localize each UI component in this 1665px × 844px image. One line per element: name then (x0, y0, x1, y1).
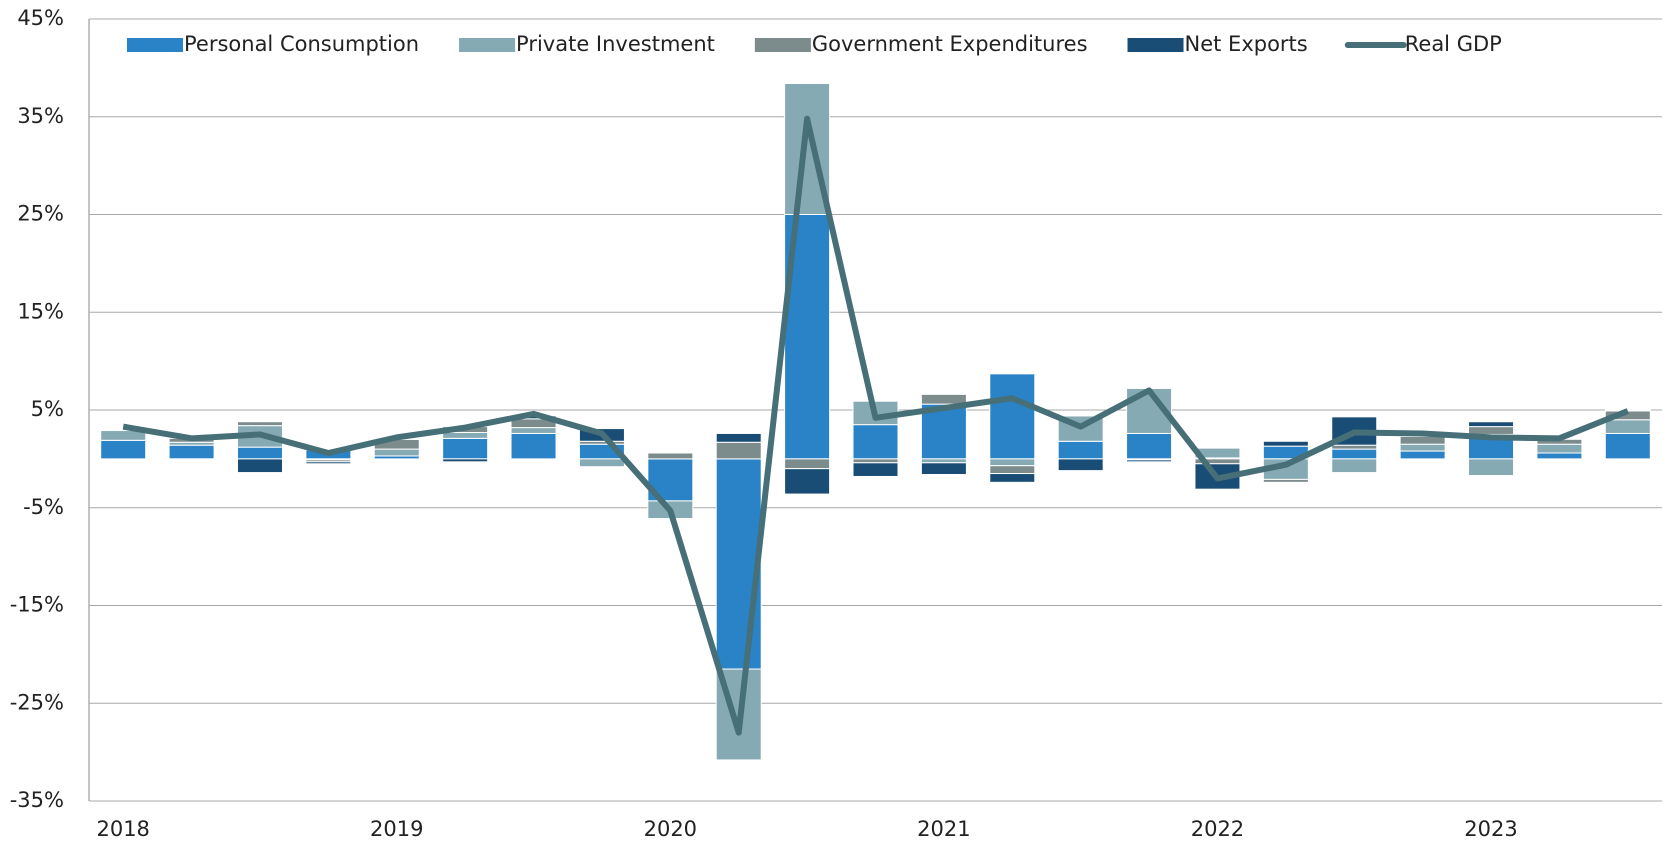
bar (989, 473, 1036, 483)
bar (1604, 409, 1651, 412)
legend-item: Private Investment (459, 32, 715, 56)
bar (920, 458, 967, 464)
bar (715, 458, 762, 670)
y-tick-label: 5% (31, 397, 64, 421)
y-tick-label: -35% (10, 788, 64, 812)
x-tick-label: 2020 (644, 817, 697, 841)
bar (510, 432, 557, 460)
legend-item: Personal Consumption (127, 32, 419, 56)
bar (920, 462, 967, 476)
bar (1536, 452, 1583, 460)
bar (1331, 444, 1378, 450)
bar (920, 403, 967, 460)
bar (989, 458, 1036, 467)
bar (442, 437, 489, 460)
bar (1126, 459, 1173, 463)
bar (1399, 450, 1446, 460)
bar (852, 458, 899, 464)
y-tick-label: -25% (10, 690, 64, 714)
legend-item: Net Exports (1127, 32, 1308, 56)
bar (715, 432, 762, 443)
legend-swatch (1127, 38, 1184, 52)
legend-item: Real GDP (1344, 32, 1502, 56)
legend-swatch (127, 38, 183, 52)
bar (1057, 458, 1104, 472)
bar (1331, 448, 1378, 460)
bar (1399, 435, 1446, 445)
bar (442, 458, 489, 463)
y-tick-label: -15% (10, 593, 64, 617)
legend-label: Net Exports (1185, 32, 1308, 56)
x-tick-label: 2022 (1191, 817, 1244, 841)
y-tick-label: 15% (17, 299, 64, 323)
x-tick-label: 2021 (917, 817, 970, 841)
bar (578, 458, 625, 468)
y-tick-label: 25% (17, 202, 64, 226)
bar (647, 452, 694, 460)
bar (784, 458, 831, 470)
bar (1262, 440, 1309, 447)
x-tick-label: 2019 (370, 817, 423, 841)
y-tick-label: -5% (23, 495, 64, 519)
legend-swatch (754, 38, 811, 52)
bar (1468, 421, 1515, 428)
bar (236, 421, 283, 427)
bar (1399, 443, 1446, 452)
bar (1331, 458, 1378, 474)
y-tick-label: 45% (17, 6, 64, 30)
legend-item: Government Expenditures (754, 32, 1088, 56)
bar (1604, 432, 1651, 460)
bar (784, 468, 831, 495)
bar (168, 444, 215, 460)
legend-label: Personal Consumption (184, 32, 419, 56)
legend-swatch (459, 38, 516, 52)
bar (852, 462, 899, 477)
bar (920, 393, 967, 405)
bar (852, 424, 899, 460)
bar (715, 441, 762, 460)
x-tick-label: 2023 (1464, 817, 1517, 841)
bar (1468, 426, 1515, 435)
bar (989, 373, 1036, 460)
bar (989, 465, 1036, 475)
bar (1057, 440, 1104, 460)
bar (1536, 443, 1583, 454)
legend-label: Government Expenditures (812, 32, 1088, 56)
bar (1468, 458, 1515, 476)
y-tick-label: 35% (17, 104, 64, 128)
bar (236, 458, 283, 474)
bar (1604, 419, 1651, 434)
bar (236, 446, 283, 460)
bar (100, 439, 147, 460)
bar (510, 427, 557, 434)
legend-label: Real GDP (1405, 32, 1502, 56)
bar (442, 431, 489, 439)
x-tick-label: 2018 (96, 817, 149, 841)
line (122, 115, 1629, 736)
bar (305, 461, 352, 465)
bar (168, 458, 215, 461)
legend-label: Private Investment (516, 32, 715, 56)
bar (373, 448, 420, 457)
bar (1262, 478, 1309, 483)
bar (1126, 432, 1173, 460)
